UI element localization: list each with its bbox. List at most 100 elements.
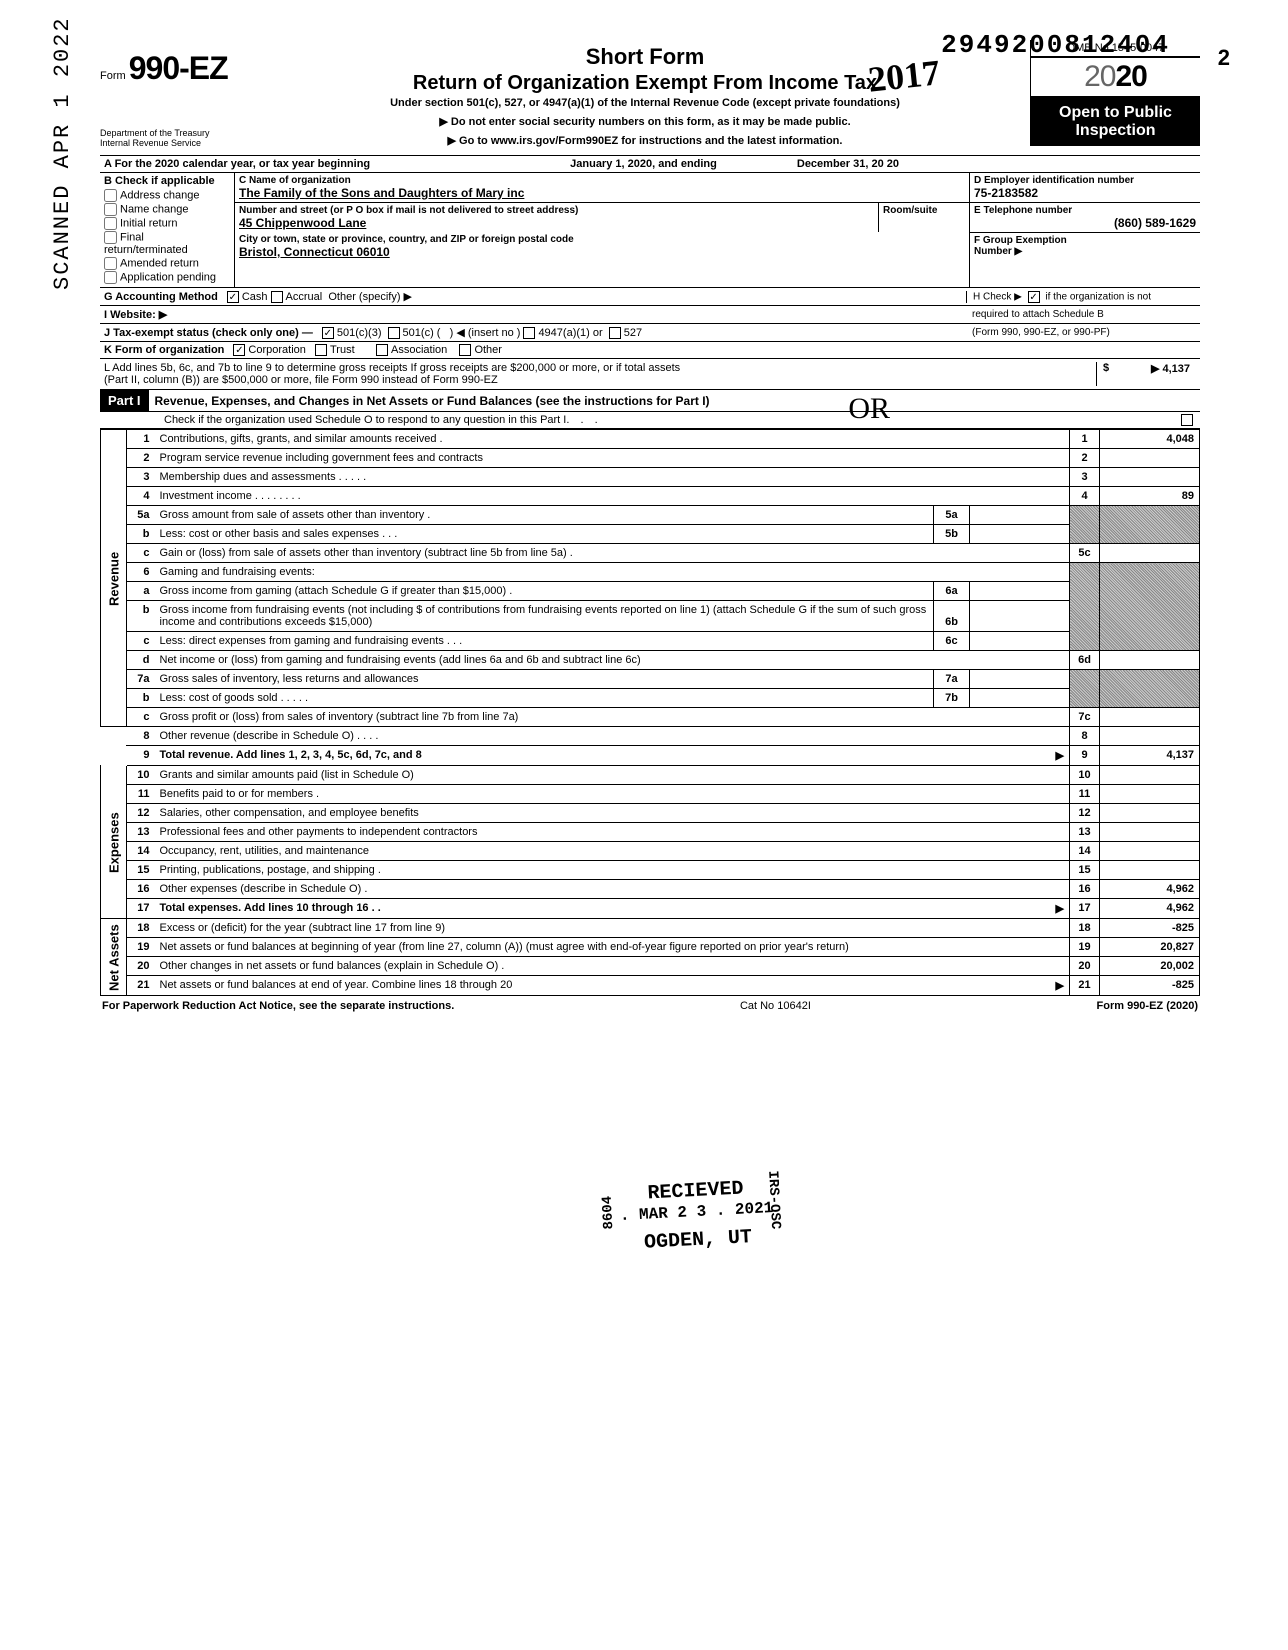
line2-text: Program service revenue including govern… xyxy=(155,449,1070,468)
check-final-return[interactable]: Final return/terminated xyxy=(104,231,230,256)
line19-text: Net assets or fund balances at beginning… xyxy=(155,938,1070,957)
city-value: Bristol, Connecticut 06010 xyxy=(239,245,965,259)
part1-title: Revenue, Expenses, and Changes in Net As… xyxy=(149,391,716,411)
page-footer: For Paperwork Reduction Act Notice, see … xyxy=(100,996,1200,1016)
ein-label: D Employer identification number xyxy=(974,175,1196,186)
line5a-text: Gross amount from sale of assets other t… xyxy=(155,506,934,525)
financial-table: Revenue 1Contributions, gifts, grants, a… xyxy=(100,429,1200,996)
group-exemption-number: Number ▶ xyxy=(974,246,1196,257)
check-other-org[interactable] xyxy=(459,344,471,356)
line5b-text: Less: cost or other basis and sales expe… xyxy=(155,525,934,544)
check-initial-return[interactable]: Initial return xyxy=(104,217,230,230)
page-number: 2 xyxy=(1218,45,1230,71)
check-name-change[interactable]: Name change xyxy=(104,203,230,216)
line13-text: Professional fees and other payments to … xyxy=(155,823,1070,842)
check-schedule-o[interactable] xyxy=(1181,414,1193,426)
line20-text: Other changes in net assets or fund bala… xyxy=(155,957,1070,976)
line21-text: Net assets or fund balances at end of ye… xyxy=(155,976,1070,996)
line6a-text: Gross income from gaming (attach Schedul… xyxy=(155,582,934,601)
line17-amount: 4,962 xyxy=(1100,899,1200,919)
side-revenue: Revenue xyxy=(101,430,127,727)
tax-year: 20202020 xyxy=(1030,57,1200,97)
handwritten-year: 2017 xyxy=(866,51,942,100)
city-label: City or town, state or province, country… xyxy=(239,234,965,245)
handwritten-mark: OR xyxy=(848,392,890,426)
line9-text: Total revenue. Add lines 1, 2, 3, 4, 5c,… xyxy=(155,746,1070,766)
org-name-label: C Name of organization xyxy=(239,175,965,186)
part1-check-row: Check if the organization used Schedule … xyxy=(100,412,1200,429)
ein-value: 75-2183582 xyxy=(974,186,1196,200)
check-trust[interactable] xyxy=(315,344,327,356)
check-accrual[interactable] xyxy=(271,291,283,303)
row-l-text2: (Part II, column (B)) are $500,000 or mo… xyxy=(104,374,1096,386)
line4-amount: 89 xyxy=(1100,487,1200,506)
check-h-schedule-b[interactable]: ✓ xyxy=(1028,291,1040,303)
line9-amount: 4,137 xyxy=(1100,746,1200,766)
line3-text: Membership dues and assessments . . . . … xyxy=(155,468,1070,487)
row-j-tax-status: J Tax-exempt status (check only one) — ✓… xyxy=(100,324,1200,342)
line21-amount: -825 xyxy=(1100,976,1200,996)
row-i-website: I Website: ▶ required to attach Schedule… xyxy=(100,306,1200,324)
line5c-text: Gain or (loss) from sale of assets other… xyxy=(155,544,1070,563)
col-b-checkboxes: B Check if applicable Address change Nam… xyxy=(100,173,235,287)
line10-text: Grants and similar amounts paid (list in… xyxy=(155,766,1070,785)
group-exemption-label: F Group Exemption xyxy=(974,235,1196,246)
footer-cat-no: Cat No 10642I xyxy=(740,1000,811,1012)
col-c-organization: C Name of organization The Family of the… xyxy=(235,173,970,287)
line20-amount: 20,002 xyxy=(1100,957,1200,976)
part1-header-row: Part I Revenue, Expenses, and Changes in… xyxy=(100,390,1200,412)
line6-text: Gaming and fundraising events: xyxy=(155,563,1070,582)
line7b-text: Less: cost of goods sold . . . . . xyxy=(155,689,934,708)
receipt-number: 2949200812404 xyxy=(941,30,1170,60)
line1-amount: 4,048 xyxy=(1100,430,1200,449)
line18-text: Excess or (deficit) for the year (subtra… xyxy=(155,919,1070,938)
org-name-value: The Family of the Sons and Daughters of … xyxy=(239,186,965,200)
scanned-stamp: SCANNED APR 1 2022 xyxy=(50,16,75,290)
street-value: 45 Chippenwood Lane xyxy=(239,216,874,230)
form-number: Form 990-EZ xyxy=(100,50,260,87)
line14-text: Occupancy, rent, utilities, and maintena… xyxy=(155,842,1070,861)
line4-text: Investment income . . . . . . . . xyxy=(155,487,1070,506)
row-a-tax-year: A For the 2020 calendar year, or tax yea… xyxy=(100,156,1200,173)
row-l-text1: L Add lines 5b, 6c, and 7b to line 9 to … xyxy=(104,362,1096,374)
check-4947a1[interactable] xyxy=(523,327,535,339)
row-k-org-form: K Form of organization ✓Corporation Trus… xyxy=(100,342,1200,359)
check-address-change[interactable]: Address change xyxy=(104,189,230,202)
check-501c[interactable] xyxy=(388,327,400,339)
line6d-text: Net income or (loss) from gaming and fun… xyxy=(155,651,1070,670)
line16-amount: 4,962 xyxy=(1100,880,1200,899)
line8-text: Other revenue (describe in Schedule O) .… xyxy=(155,727,1070,746)
line15-text: Printing, publications, postage, and shi… xyxy=(155,861,1070,880)
check-cash[interactable]: ✓ xyxy=(227,291,239,303)
row-g-accounting: G Accounting Method ✓Cash Accrual Other … xyxy=(100,288,1200,306)
line11-text: Benefits paid to or for members . xyxy=(155,785,1070,804)
line7a-text: Gross sales of inventory, less returns a… xyxy=(155,670,934,689)
telephone-label: E Telephone number xyxy=(974,205,1196,216)
received-stamp: 8604 RECIEVED . MAR 2 3 . 2021 OGDEN, UT… xyxy=(618,1176,775,1256)
row-l-gross-receipts: L Add lines 5b, 6c, and 7b to line 9 to … xyxy=(100,359,1200,390)
part1-tag: Part I xyxy=(100,390,149,411)
check-501c3[interactable]: ✓ xyxy=(322,327,334,339)
line18-amount: -825 xyxy=(1100,919,1200,938)
check-corporation[interactable]: ✓ xyxy=(233,344,245,356)
side-net-assets: Net Assets xyxy=(101,919,127,996)
check-association[interactable] xyxy=(376,344,388,356)
telephone-value: (860) 589-1629 xyxy=(974,216,1196,230)
entity-block: B Check if applicable Address change Nam… xyxy=(100,173,1200,288)
line6c-text: Less: direct expenses from gaming and fu… xyxy=(155,632,934,651)
footer-form-ref: Form 990-EZ (2020) xyxy=(1097,1000,1198,1012)
line1-text: Contributions, gifts, grants, and simila… xyxy=(155,430,1070,449)
line16-text: Other expenses (describe in Schedule O) … xyxy=(155,880,1070,899)
check-527[interactable] xyxy=(609,327,621,339)
line12-text: Salaries, other compensation, and employ… xyxy=(155,804,1070,823)
line6b-text: Gross income from fundraising events (no… xyxy=(155,601,934,632)
line19-amount: 20,827 xyxy=(1100,938,1200,957)
department: Department of the Treasury Internal Reve… xyxy=(100,129,260,149)
side-expenses: Expenses xyxy=(101,766,127,919)
check-application-pending[interactable]: Application pending xyxy=(104,271,230,284)
open-to-public: Open to PublicInspection xyxy=(1030,97,1200,146)
check-amended-return[interactable]: Amended return xyxy=(104,257,230,270)
street-label: Number and street (or P O box if mail is… xyxy=(239,205,874,216)
ssn-warning: ▶ Do not enter social security numbers o… xyxy=(270,115,1020,128)
line17-text: Total expenses. Add lines 10 through 16 … xyxy=(155,899,1070,919)
